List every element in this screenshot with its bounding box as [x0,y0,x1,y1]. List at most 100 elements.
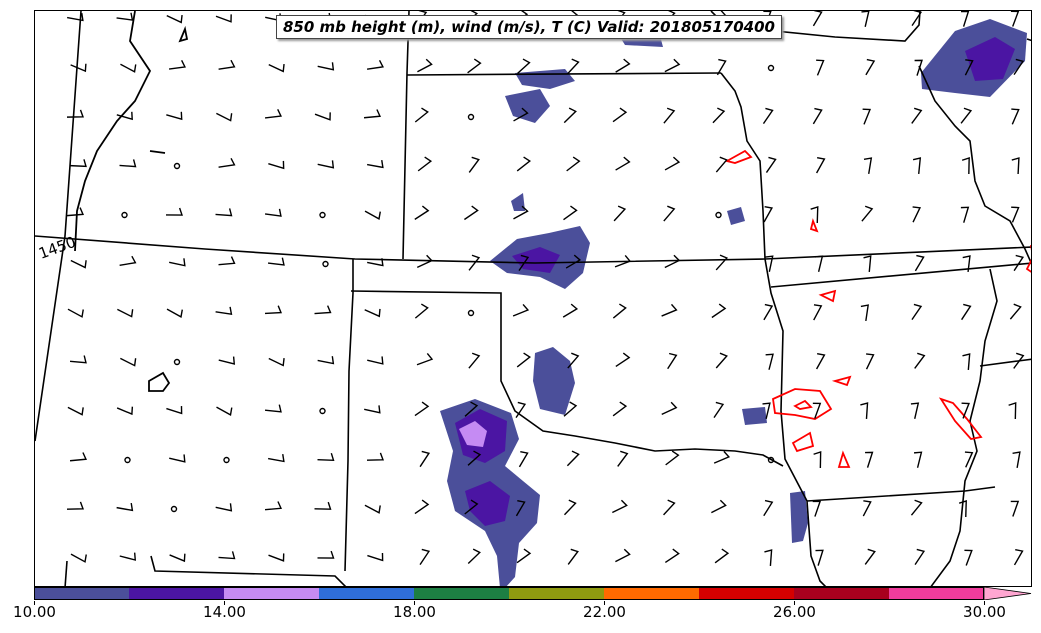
calm-circle-icon [223,456,230,464]
wind-barb-icon [566,156,581,172]
temperature-shading [440,17,1027,586]
boundary-line [764,258,827,586]
wind-barb-icon [958,500,967,518]
wind-barb-icon [463,205,479,221]
wind-barb-icon [67,13,84,22]
wind-barb-icon [913,451,923,468]
wind-barb-icon [815,549,824,566]
wind-barb-icon [67,406,84,416]
colorbar-segment [509,587,605,600]
wind-barb-icon [813,451,822,469]
wind-barb-icon [961,402,970,419]
wind-barb-icon [366,452,384,461]
wind-barb-icon [964,451,974,468]
wind-barb-icon [1010,500,1020,517]
wind-barb-icon [116,111,133,121]
wind-barb-icon [513,205,529,220]
wind-barbs [66,11,1025,567]
wind-barb-icon [667,352,678,370]
wind-barb-icon [812,500,822,517]
wind-barb-icon [268,453,285,463]
wind-barb-icon [268,160,285,170]
calm-circle-icon [173,162,181,170]
wind-barb-icon [69,355,87,364]
wind-barb-icon [860,304,870,322]
wind-barb-icon [1009,303,1022,320]
wind-barb-icon [66,501,84,510]
wind-barb-icon [663,107,676,124]
wind-barb-icon [763,499,774,517]
shaded-region [511,193,525,211]
wind-barb-icon [860,402,869,420]
wind-barb-icon [964,549,973,566]
boundary-line [344,259,354,572]
wind-barb-icon [663,205,676,222]
wind-barb-icon [914,548,926,566]
wind-barb-icon [264,208,282,217]
wind-barb-icon [762,402,771,419]
wind-barb-icon [910,402,920,419]
wind-barb-icon [264,501,283,511]
wind-barb-icon [762,107,774,124]
wind-barb-icon [166,406,183,415]
wind-barb-icon [314,305,332,315]
wind-barb-icon [367,356,384,365]
wind-barb-icon [914,59,923,76]
wind-barb-icon [664,58,681,73]
wind-barb-icon [1013,58,1025,76]
wind-barb-icon [664,548,680,564]
wind-barb-icon [711,499,727,514]
wind-barb-icon [912,157,922,175]
wind-barb-icon [664,156,681,171]
wind-barb-icon [765,353,774,370]
wind-barb-icon [467,58,482,74]
wind-barb-icon [419,548,431,566]
wind-barb-icon [1008,402,1017,420]
colorbar [34,587,1032,600]
wind-barb-icon [612,499,628,514]
colorbar-label: 14.00 [203,603,246,621]
wind-barb-icon [215,306,233,316]
temperature-contour [818,289,837,303]
wind-barb-icon [815,353,826,370]
wind-barb-icon [814,255,824,272]
wind-barb-icon [961,11,970,27]
wind-barb-icon [813,304,823,321]
wind-barb-icon [515,401,527,419]
wind-barb-icon [911,303,923,320]
wind-barb-icon [117,308,134,318]
wind-barb-icon [367,258,384,267]
wind-barb-icon [414,303,429,319]
wind-barb-icon [614,255,632,268]
wind-barb-icon [912,206,922,223]
colorbar-segment [699,587,795,600]
wind-barb-icon [468,352,481,369]
calm-circle-icon [124,456,131,464]
boundary-line [35,11,82,442]
colorbar-label: 30.00 [963,603,1006,621]
wind-barb-icon [863,255,872,273]
wind-barb-icon [566,450,580,467]
wind-barb-icon [119,255,137,267]
temperature-contour [938,397,983,440]
colorbar-tick [224,601,225,605]
wind-barb-icon [713,401,725,419]
wind-barb-icon [516,352,532,368]
wind-barb-icon [417,58,433,73]
wind-barb-icon [567,58,580,75]
colorbar-segment [319,587,415,600]
colorbar-tick [984,601,985,605]
wind-barb-icon [416,353,434,366]
wind-barb-icon [661,401,678,415]
wind-barb-icon [169,258,186,267]
colorbar-tick [794,601,795,605]
wind-barb-icon [70,553,87,563]
wind-barb-icon [512,303,530,317]
temperature-contour [1025,245,1031,273]
calm-circle-icon [322,260,329,268]
wind-barb-icon [416,254,433,269]
colorbar-segment [224,587,320,600]
map-canvas: 1450 [35,11,1031,586]
wind-barb-icon [1013,548,1024,566]
colorbar-extend-arrow [983,587,1032,600]
